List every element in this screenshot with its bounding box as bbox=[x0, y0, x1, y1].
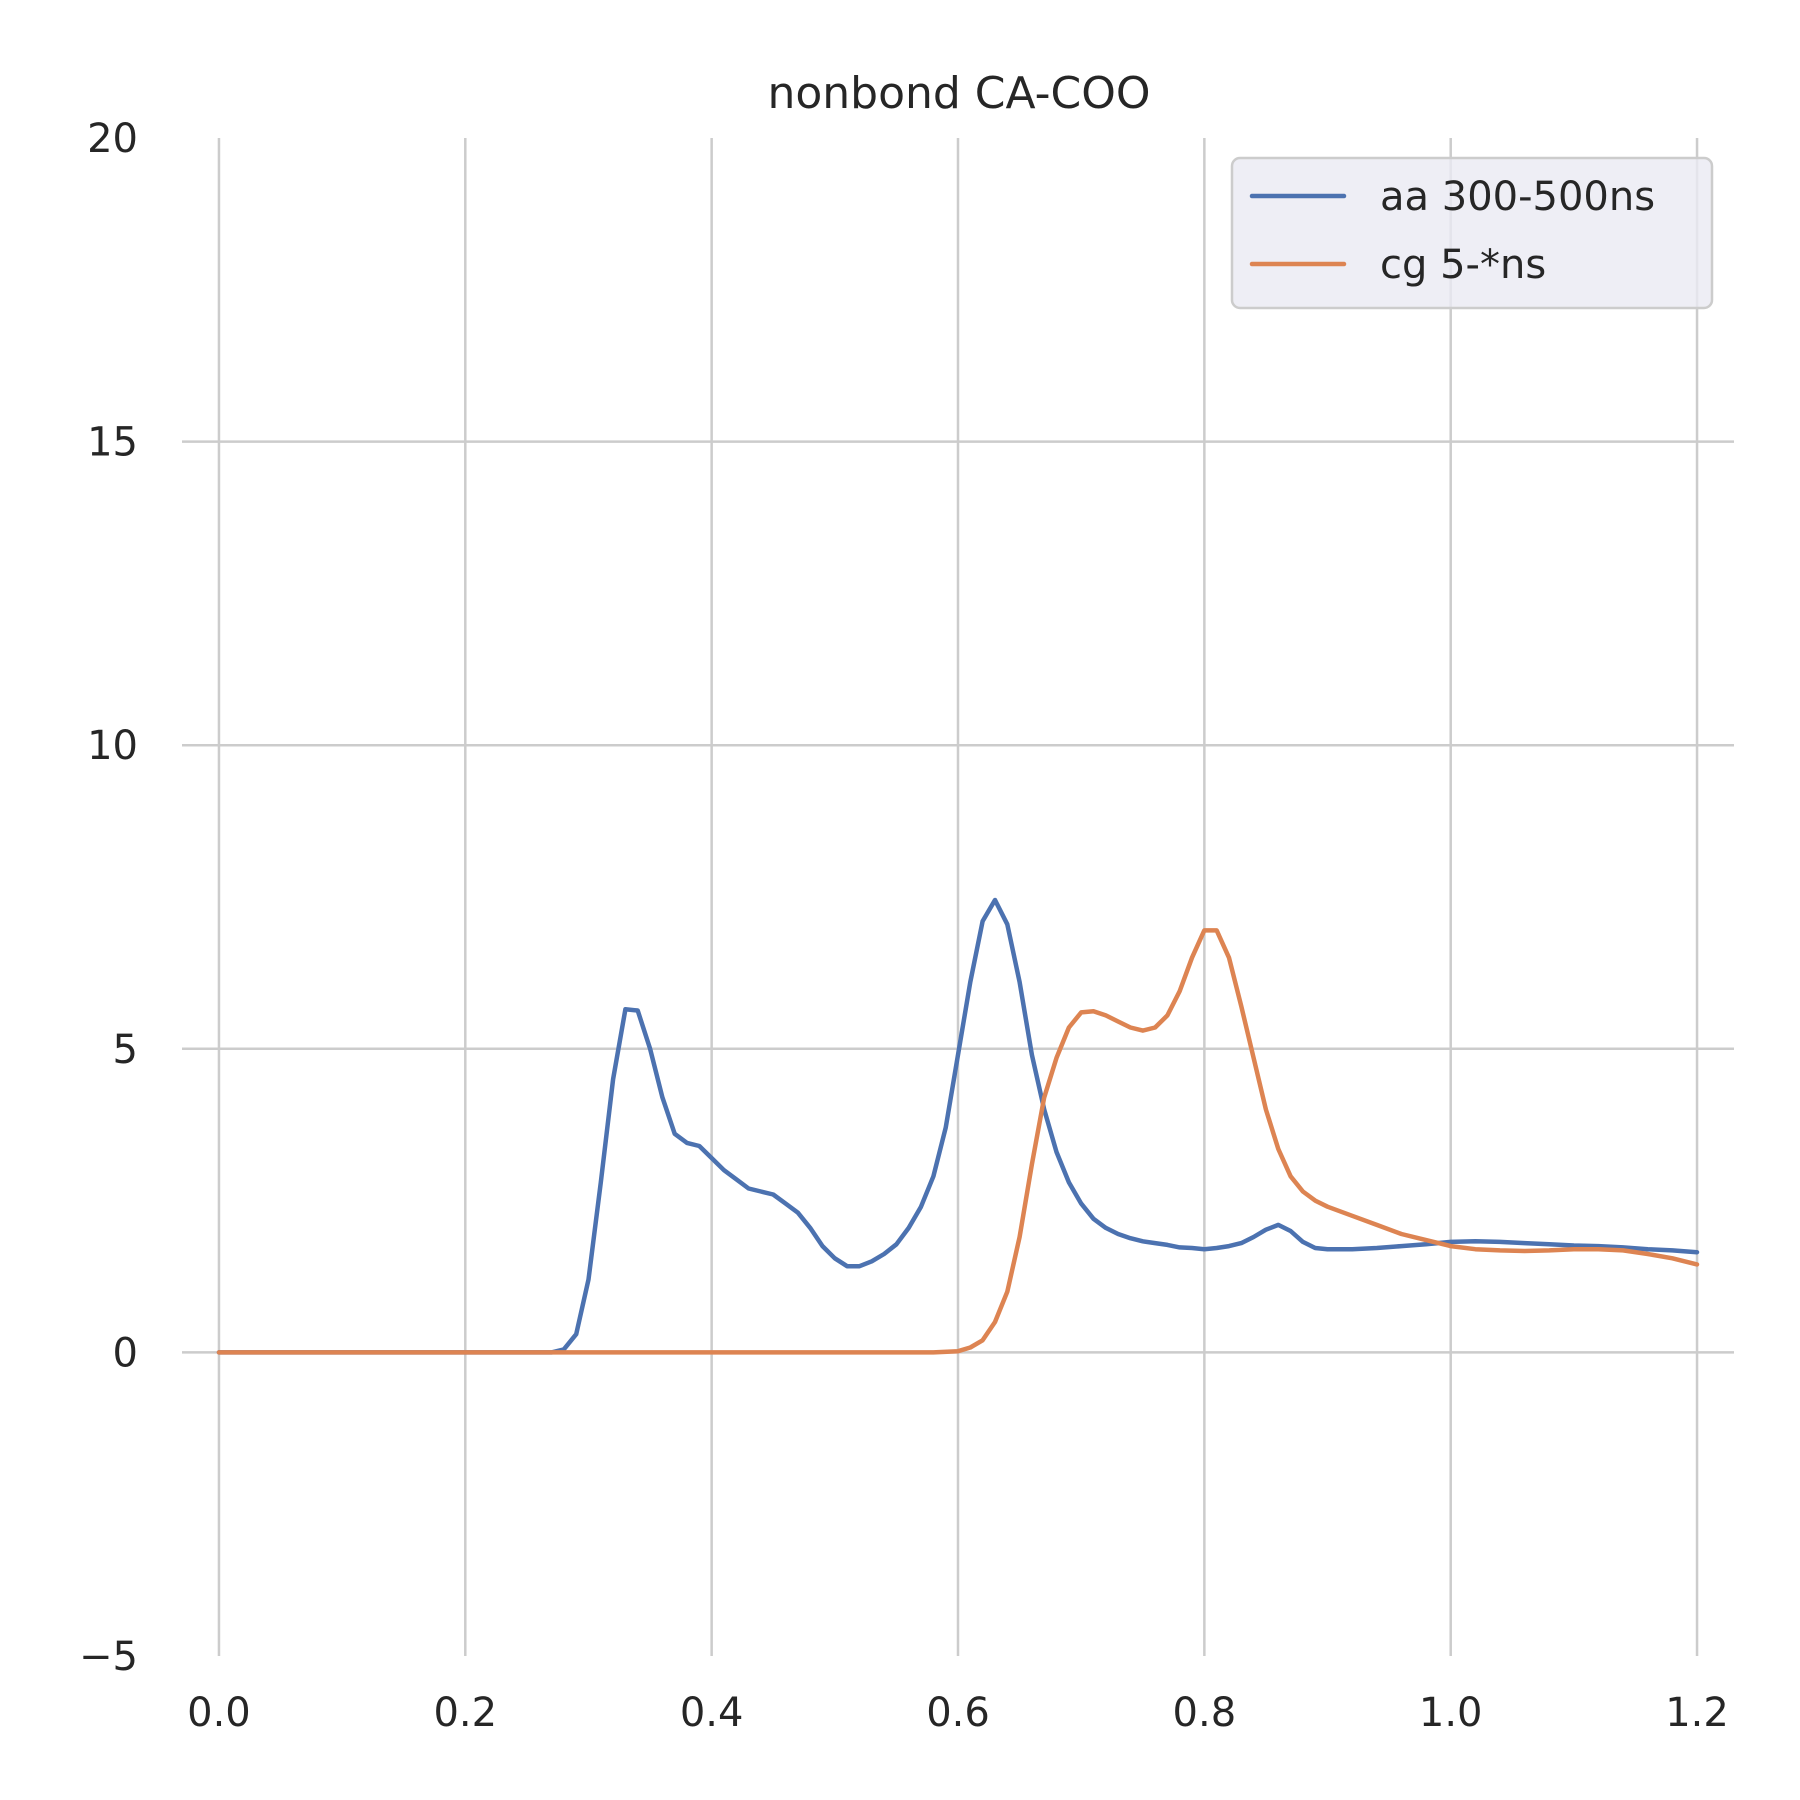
grid bbox=[182, 138, 1734, 1656]
x-tick-label: 0.6 bbox=[926, 1690, 990, 1736]
x-tick-label: 1.0 bbox=[1419, 1690, 1483, 1736]
x-tick-label: 0.0 bbox=[187, 1690, 251, 1736]
y-tick-label: 10 bbox=[87, 723, 138, 769]
x-tick-labels: 0.0 0.2 0.4 0.6 0.8 1.0 1.2 bbox=[187, 1690, 1729, 1736]
chart-title: nonbond CA-COO bbox=[767, 68, 1150, 119]
y-tick-label: 0 bbox=[113, 1330, 138, 1376]
y-tick-label: −5 bbox=[79, 1634, 138, 1680]
y-tick-label: 20 bbox=[87, 116, 138, 162]
x-tick-label: 0.4 bbox=[680, 1690, 744, 1736]
y-tick-labels: −5 0 5 10 15 20 bbox=[79, 116, 138, 1680]
legend-box bbox=[1230, 156, 1714, 310]
legend-label: aa 300-500ns bbox=[1380, 174, 1655, 220]
y-tick-label: 5 bbox=[113, 1027, 138, 1073]
legend: aa 300-500ns cg 5-*ns bbox=[1230, 156, 1714, 310]
series-lines bbox=[216, 897, 1700, 1355]
series-line-2 bbox=[216, 928, 1700, 1355]
series-line-1 bbox=[216, 897, 1700, 1355]
x-tick-label: 0.8 bbox=[1173, 1690, 1237, 1736]
y-tick-label: 15 bbox=[87, 420, 138, 466]
x-tick-label: 0.2 bbox=[433, 1690, 497, 1736]
legend-label: cg 5-*ns bbox=[1380, 242, 1546, 288]
x-tick-label: 1.2 bbox=[1665, 1690, 1729, 1736]
